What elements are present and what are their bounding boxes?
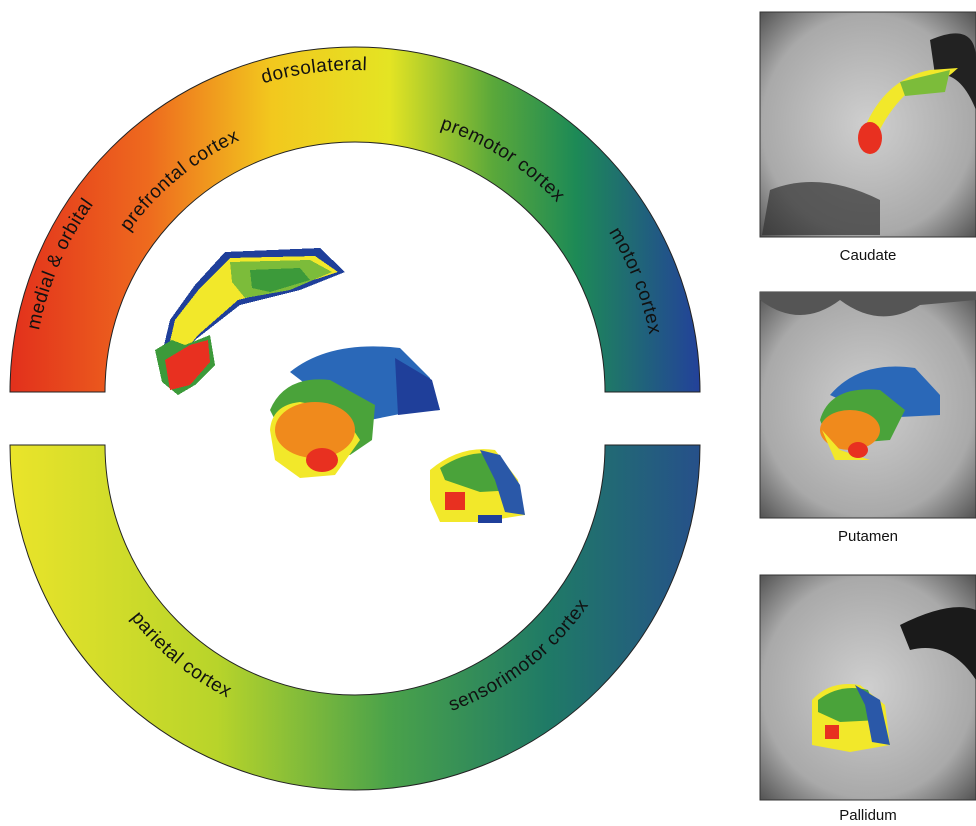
- pallidum-map: [430, 449, 525, 523]
- lower-arc: [10, 445, 700, 790]
- panel-putamen: [760, 292, 976, 518]
- upper-arc: [10, 47, 700, 392]
- figure: medial & orbital dorsolateral prefrontal…: [0, 0, 976, 826]
- panel-label: Caudate: [840, 247, 897, 264]
- panel-label: Putamen: [838, 528, 898, 545]
- panel-pallidum: [760, 575, 976, 800]
- panel-label: Pallidum: [839, 807, 897, 824]
- panel-caudate: [760, 12, 976, 237]
- putamen-map: [270, 346, 440, 478]
